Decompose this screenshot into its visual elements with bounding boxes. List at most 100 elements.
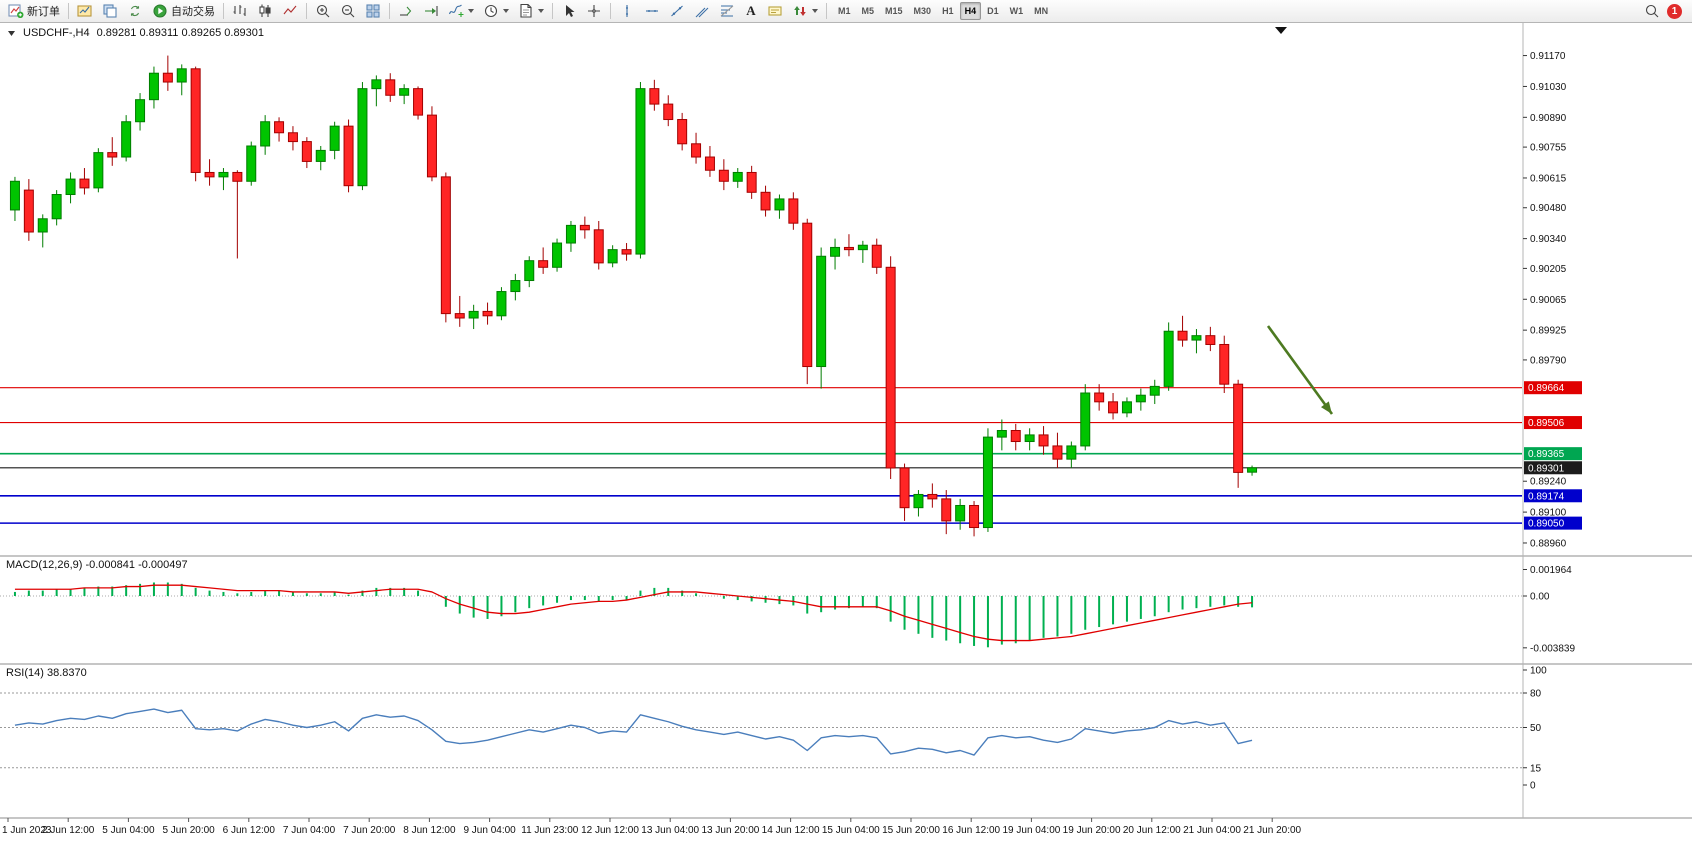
time-label: 5 Jun 04:00 <box>102 825 155 836</box>
timeframe-m5-button[interactable]: M5 <box>857 2 880 20</box>
price-tick-label: 0.90480 <box>1530 203 1567 214</box>
toolbar-separator <box>826 3 827 19</box>
text-tool-icon: A <box>746 3 756 18</box>
time-label: 6 Jun 12:00 <box>223 825 276 836</box>
price-badge-0.89301: 0.89301 <box>1524 461 1582 475</box>
chart-end-marker <box>1275 27 1287 34</box>
notification-badge[interactable]: 1 <box>1667 3 1682 19</box>
horizontal-line-tool-button[interactable] <box>640 1 664 21</box>
price-axis: 0.91170 0.91030 0.90890 0.90755 0.90615 0.904… <box>1523 51 1567 549</box>
horizontal-lines[interactable] <box>0 387 1522 524</box>
time-label: 19 Jun 20:00 <box>1063 825 1121 836</box>
timeframe-d1-button[interactable]: D1 <box>982 2 1004 20</box>
profiles-button[interactable] <box>98 1 122 21</box>
price-tick-label: 0.90205 <box>1530 264 1567 275</box>
price-badge-0.89664: 0.89664 <box>1524 381 1582 395</box>
chart-shift-button[interactable] <box>419 1 443 21</box>
price-tick-label: 0.90615 <box>1530 173 1567 184</box>
periods-button[interactable] <box>479 1 513 21</box>
toolbar: 新订单 自动交易 <box>0 0 1692 23</box>
fibonacci-tool-button[interactable] <box>715 1 739 21</box>
timeframe-m15-button[interactable]: M15 <box>880 2 908 20</box>
vertical-line-tool-button[interactable] <box>615 1 639 21</box>
time-label: 16 Jun 12:00 <box>942 825 1000 836</box>
svg-text:0.89050: 0.89050 <box>1528 519 1565 530</box>
rsi-tick-label: 15 <box>1530 763 1542 774</box>
time-label: 14 Jun 12:00 <box>762 825 820 836</box>
templates-icon <box>520 3 532 18</box>
time-label: 15 Jun 04:00 <box>822 825 880 836</box>
trendline-tool-button[interactable] <box>665 1 689 21</box>
search-button[interactable] <box>1640 1 1664 21</box>
zoom-out-icon <box>341 4 355 18</box>
text-tool-button[interactable]: A <box>740 1 762 21</box>
timeframe-selector: M1 M5 M15 M30 H1 H4 D1 W1 MN <box>833 2 1053 20</box>
indicators-dropdown-caret <box>468 9 474 13</box>
templates-button[interactable] <box>514 1 548 21</box>
annotation-arrow[interactable] <box>1266 325 1334 415</box>
time-label: 20 Jun 12:00 <box>1123 825 1181 836</box>
svg-text:0.89301: 0.89301 <box>1528 463 1565 474</box>
candlestick-chart-button[interactable] <box>253 1 277 21</box>
timeframe-m1-button[interactable]: M1 <box>833 2 856 20</box>
symbol-dropdown-icon[interactable] <box>8 29 16 37</box>
indicators-button[interactable] <box>444 1 478 21</box>
chart-title: USDCHF-,H4 0.89281 0.89311 0.89265 0.893… <box>8 27 264 39</box>
time-label: 13 Jun 20:00 <box>701 825 759 836</box>
time-label: 11 Jun 23:00 <box>521 825 579 836</box>
templates-dropdown-caret <box>538 9 544 13</box>
time-label: 19 Jun 04:00 <box>1002 825 1060 836</box>
tile-windows-button[interactable] <box>361 1 385 21</box>
zoom-out-button[interactable] <box>336 1 360 21</box>
new-chart-button[interactable] <box>73 1 97 21</box>
bars-chart-button[interactable] <box>228 1 252 21</box>
time-label: 7 Jun 20:00 <box>343 825 396 836</box>
line-chart-button[interactable] <box>278 1 302 21</box>
cursor-button[interactable] <box>557 1 581 21</box>
arrows-tool-button[interactable] <box>788 1 822 21</box>
macd-label: MACD(12,26,9) -0.000841 -0.000497 <box>6 559 188 571</box>
profiles-icon <box>103 4 117 18</box>
horizontal-line-icon <box>646 10 658 12</box>
time-label: 13 Jun 04:00 <box>641 825 699 836</box>
rsi-label: RSI(14) 38.8370 <box>6 667 87 679</box>
new-order-icon <box>8 4 24 18</box>
timeframe-mn-button[interactable]: MN <box>1029 2 1053 20</box>
price-tick-label: 0.89925 <box>1530 326 1567 337</box>
toolbar-separator <box>223 3 224 19</box>
crosshair-button[interactable] <box>582 1 606 21</box>
periods-dropdown-caret <box>503 9 509 13</box>
new-order-button[interactable]: 新订单 <box>4 1 64 21</box>
time-label: 8 Jun 12:00 <box>403 825 456 836</box>
channel-tool-button[interactable] <box>690 1 714 21</box>
auto-trading-button[interactable]: 自动交易 <box>148 1 219 21</box>
price-tick-label: 0.89790 <box>1530 355 1567 366</box>
symbol-period-label: USDCHF-,H4 <box>23 27 90 39</box>
refresh-icon <box>130 5 140 17</box>
text-label-tool-button[interactable] <box>763 1 787 21</box>
rsi-line <box>14 708 1253 756</box>
timeframe-m30-button[interactable]: M30 <box>909 2 937 20</box>
price-tick-label: 0.89100 <box>1530 508 1567 519</box>
price-tick-label: 0.90340 <box>1530 234 1567 245</box>
arrows-dropdown-caret <box>812 9 818 13</box>
auto-trading-label: 自动交易 <box>171 6 215 18</box>
auto-scroll-button[interactable] <box>394 1 418 21</box>
zoom-in-button[interactable] <box>311 1 335 21</box>
toolbar-separator <box>389 3 390 19</box>
new-chart-icon <box>77 5 92 17</box>
refresh-button[interactable] <box>123 1 147 21</box>
tile-windows-icon <box>366 4 380 18</box>
line-chart-icon <box>283 5 297 15</box>
toolbar-separator <box>306 3 307 19</box>
svg-text:0.89174: 0.89174 <box>1528 491 1565 502</box>
timeframe-h1-button[interactable]: H1 <box>937 2 959 20</box>
timeframe-w1-button[interactable]: W1 <box>1005 2 1029 20</box>
toolbar-separator <box>610 3 611 19</box>
timeframe-h4-button[interactable]: H4 <box>959 2 982 20</box>
price-badge-0.89050: 0.89050 <box>1524 516 1582 530</box>
time-label: 21 Jun 20:00 <box>1243 825 1301 836</box>
